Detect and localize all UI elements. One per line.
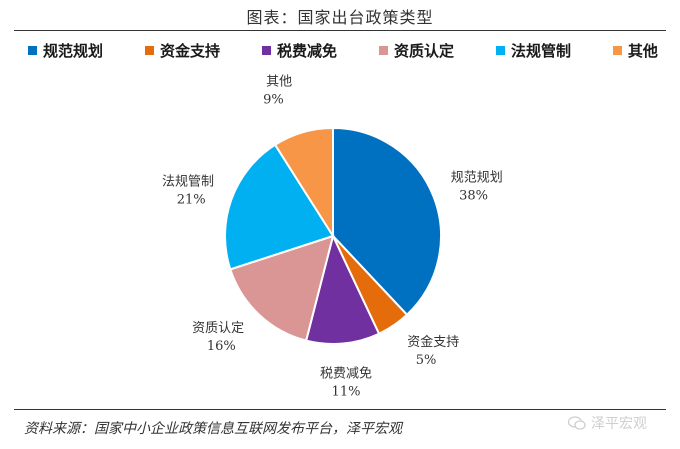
chart-title: 图表：国家出台政策类型 bbox=[246, 8, 434, 27]
watermark: 泽平宏观 bbox=[568, 413, 647, 433]
source-note: 资料来源：国家中小企业政策信息互联网发布平台，泽平宏观 bbox=[24, 421, 402, 437]
pie-slice bbox=[224, 143, 335, 271]
slice-value-label: 16% bbox=[207, 339, 236, 354]
chart-legend: 规范规划 资金支持 税费减免 资质认定 法规管制 其他 bbox=[28, 40, 658, 61]
bottom-divider bbox=[14, 409, 666, 410]
slice-value-label: 38% bbox=[459, 189, 488, 204]
slice-label: 法规管制 bbox=[162, 175, 214, 190]
legend-swatch bbox=[378, 46, 388, 55]
top-divider bbox=[14, 30, 666, 31]
legend-label: 法规管制 bbox=[510, 42, 571, 60]
legend-item: 其他 bbox=[612, 40, 658, 61]
slice-label: 规范规划 bbox=[451, 171, 503, 186]
legend-item: 税费减免 bbox=[261, 40, 337, 61]
legend-swatch bbox=[612, 46, 622, 55]
legend-swatch bbox=[495, 46, 505, 55]
slice-label: 资质认定 bbox=[192, 321, 244, 336]
legend-item: 资质认定 bbox=[378, 40, 454, 61]
legend-label: 资金支持 bbox=[159, 42, 220, 60]
legend-swatch bbox=[144, 46, 154, 55]
legend-label: 其他 bbox=[627, 42, 658, 60]
legend-item: 规范规划 bbox=[28, 40, 103, 61]
pie-slice bbox=[304, 233, 381, 345]
legend-label: 资质认定 bbox=[393, 42, 454, 60]
slice-value-label: 11% bbox=[332, 384, 361, 399]
legend-swatch bbox=[28, 46, 37, 55]
legend-item: 法规管制 bbox=[495, 40, 571, 61]
pie-chart: 规范规划 38% 资金支持 5% 税费减免 11% 资质认定 16% 法规管制 21% 其他 9% bbox=[162, 75, 503, 400]
legend-swatch bbox=[261, 46, 271, 55]
wechat-icon bbox=[568, 416, 586, 430]
slice-value-label: 9% bbox=[263, 93, 284, 108]
legend-label: 税费减免 bbox=[276, 42, 337, 60]
pie-slice bbox=[229, 234, 335, 342]
slice-label: 资金支持 bbox=[407, 334, 459, 350]
slice-label: 其他 bbox=[266, 75, 292, 90]
slice-value-label: 5% bbox=[416, 353, 437, 368]
slice-label: 税费减免 bbox=[320, 366, 372, 381]
watermark-text: 泽平宏观 bbox=[591, 416, 647, 432]
legend-item: 资金支持 bbox=[144, 40, 220, 61]
pie-slice bbox=[273, 126, 334, 240]
slice-value-label: 21% bbox=[177, 193, 206, 208]
pie-slice bbox=[332, 126, 442, 317]
legend-label: 规范规划 bbox=[43, 42, 104, 60]
